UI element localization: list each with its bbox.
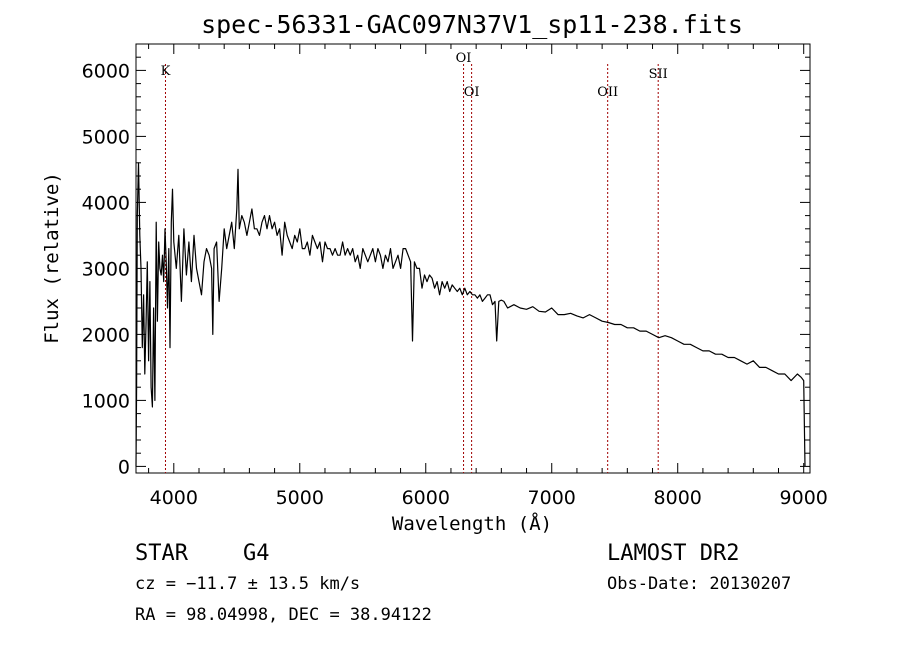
ra-dec: RA = 98.04998, DEC = 38.94122 [135,605,432,625]
object-subclass: G4 [243,541,270,566]
x-tick-label: 7000 [528,487,576,509]
x-tick-label: 8000 [654,487,702,509]
axis-ticks [136,44,810,473]
object-class: STAR [135,541,189,566]
spectral-line-label: SII [649,67,668,82]
spectral-line-label: K [161,64,171,79]
observation-date: Obs-Date: 20130207 [607,574,791,594]
spectral-line-label: OII [597,85,618,100]
axis-tick-labels: 4000 5000 6000 7000 8000 9000 0 1000 2000 3000 400… [82,60,828,509]
series-layer [135,162,806,467]
y-tick-label: 3000 [82,258,130,280]
chart-title: spec-56331-GAC097N37V1_sp11-238.fits [201,10,743,39]
y-tick-label: 2000 [82,324,130,346]
x-tick-label: 6000 [402,487,450,509]
x-tick-label: 5000 [276,487,324,509]
x-tick-label: 9000 [780,487,828,509]
spectrum-line [135,162,806,467]
y-tick-label: 5000 [82,126,130,148]
spectral-line-label: OI [464,85,480,100]
spectral-line-label: OI [456,51,472,66]
y-tick-label: 4000 [82,192,130,214]
survey-name: LAMOST DR2 [607,541,739,566]
spectral-line-markers: K OI OI OII SII [161,51,668,473]
redshift-cz: cz = −11.7 ± 13.5 km/s [135,574,360,594]
plot-border [135,43,811,474]
y-tick-label: 1000 [82,390,130,412]
plot-frame [135,43,811,474]
x-axis-label: Wavelength (Å) [392,512,552,535]
y-tick-label: 0 [118,456,130,478]
y-axis-label: Flux (relative) [41,172,63,344]
y-tick-label: 6000 [82,60,130,82]
x-tick-label: 4000 [150,487,198,509]
